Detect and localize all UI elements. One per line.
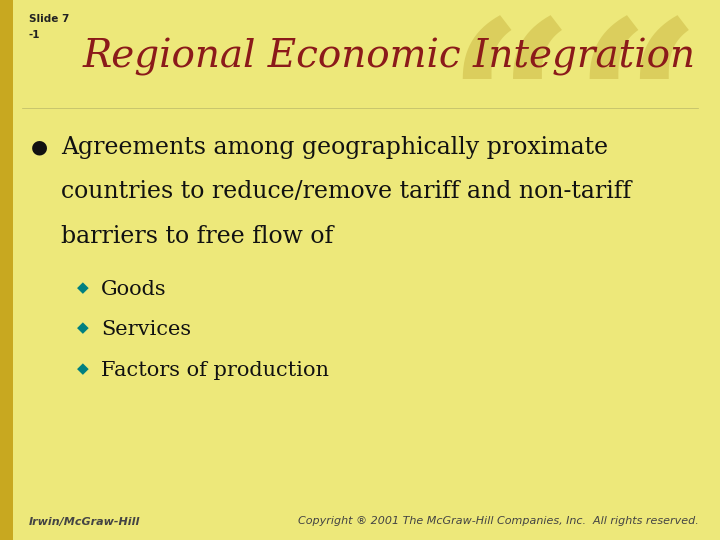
Text: barriers to free flow of: barriers to free flow of <box>61 225 333 248</box>
Text: Factors of production: Factors of production <box>101 361 329 380</box>
Text: ◆: ◆ <box>77 361 89 376</box>
Text: ●: ● <box>31 138 48 157</box>
Text: Services: Services <box>101 320 191 339</box>
Text: ◆: ◆ <box>77 280 89 295</box>
Text: Goods: Goods <box>101 280 166 299</box>
Text: -1: -1 <box>29 30 40 40</box>
Bar <box>0 0 13 540</box>
Text: Regional Economic Integration: Regional Economic Integration <box>82 38 696 76</box>
Text: ““: ““ <box>446 11 702 227</box>
Text: Irwin/McGraw-Hill: Irwin/McGraw-Hill <box>29 516 140 526</box>
Text: Agreements among geographically proximate: Agreements among geographically proximat… <box>61 136 608 159</box>
Text: Slide 7: Slide 7 <box>29 14 69 24</box>
Text: countries to reduce/remove tariff and non-tariff: countries to reduce/remove tariff and no… <box>61 180 631 204</box>
Text: ◆: ◆ <box>77 320 89 335</box>
Text: Copyright ® 2001 The McGraw-Hill Companies, Inc.  All rights reserved.: Copyright ® 2001 The McGraw-Hill Compani… <box>297 516 698 526</box>
